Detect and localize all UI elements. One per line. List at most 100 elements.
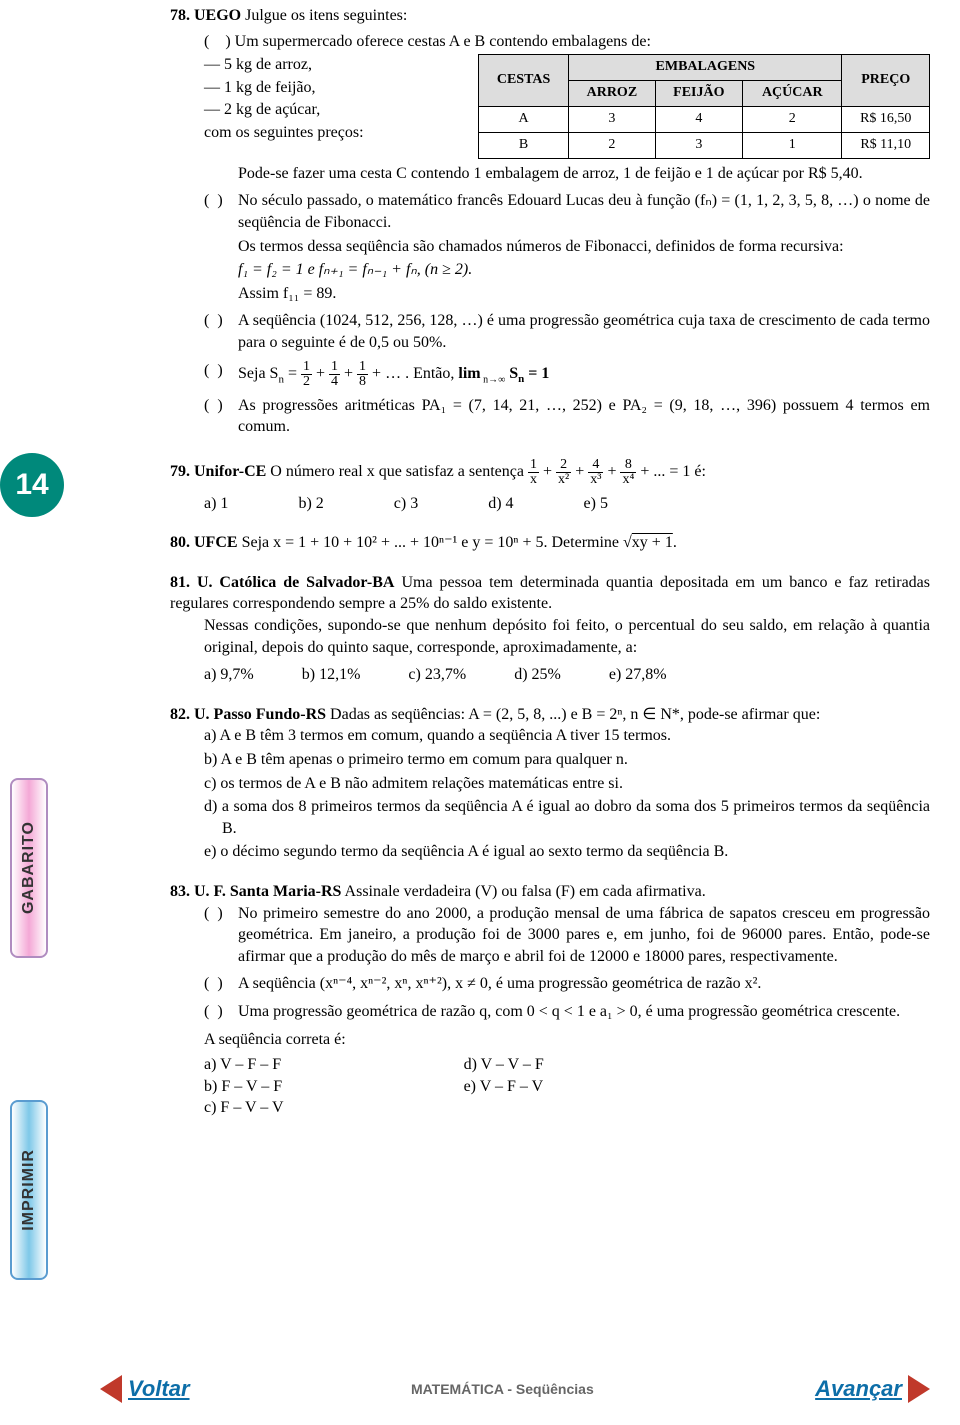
q78-left-0: — 5 kg de arroz, [204, 54, 464, 76]
q81-b: b) 12,1% [302, 664, 361, 686]
q79-options: a) 1 b) 2 c) 3 d) 4 e) 5 [204, 493, 930, 515]
q78-item3: ( ) A seqüência (1024, 512, 256, 128, …)… [204, 310, 930, 355]
voltar-label: Voltar [128, 1376, 190, 1402]
q81-options: a) 9,7% b) 12,1% c) 23,7% d) 25% e) 27,8… [204, 664, 930, 686]
footer-title: MATEMÁTICA - Seqüências [411, 1381, 594, 1397]
q78-table: CESTAS EMBALAGENS PREÇO ARROZ FEIJÃO AÇÚ… [478, 54, 930, 159]
q80: 80. UFCE Seja x = 1 + 10 + 10² + ... + 1… [170, 532, 930, 554]
td-Ba: 2 [569, 132, 655, 158]
q83-c1-2: c) F – V – V [204, 1097, 284, 1119]
q79-b: b) 2 [298, 493, 323, 515]
paren-icon: ( ) [204, 973, 238, 997]
td-Bac: 1 [743, 132, 842, 158]
q82-head: 82. U. Passo Fundo-RS Dadas as seqüência… [170, 704, 930, 726]
q78-after-text: Pode-se fazer uma cesta C contendo 1 emb… [238, 163, 930, 185]
q82-c: c) os termos de A e B não admitem relaçõ… [204, 773, 930, 795]
q78-intro: ( ) Um supermercado oferece cestas A e B… [204, 31, 930, 53]
page-number-badge: 14 [0, 453, 64, 517]
paren-icon: ( ) [204, 395, 238, 440]
arrow-right-icon [908, 1375, 930, 1403]
th-cestas: CESTAS [479, 55, 569, 107]
td-Af: 4 [655, 106, 742, 132]
q79-e: e) 5 [584, 493, 608, 515]
paren-icon: ( ) [204, 190, 238, 306]
q83: 83. U. F. Santa Maria-RS Assinale verdad… [170, 881, 930, 1119]
q83-i3: ( ) Uma progressão geométrica de razão q… [204, 1001, 930, 1025]
q78-i2c: f₁ = f₂ = 1 e fₙ₊₁ = fₙ₋₁ + fₙ, (n ≥ 2). [238, 259, 930, 281]
q78-i2d: Assim f₁₁ = 89. [238, 283, 930, 305]
q78-i3: A seqüência (1024, 512, 256, 128, …) é u… [238, 310, 930, 353]
imprimir-label: IMPRIMIR [20, 1149, 38, 1231]
q83-seq: A seqüência correta é: [204, 1029, 930, 1051]
q81-p2: Nessas condições, supondo-se que nenhum … [204, 615, 930, 658]
paren-icon: ( ) [204, 310, 238, 355]
th-feijao: FEIJÃO [655, 81, 742, 107]
q78-left-text: — 5 kg de arroz, — 1 kg de feijão, — 2 k… [204, 54, 464, 144]
q82-list: a) A e B têm 3 termos em comum, quando a… [170, 725, 930, 863]
td-Bc: B [479, 132, 569, 158]
td-Aa: 3 [569, 106, 655, 132]
q83-i2-text: A seqüência (xⁿ⁻⁴, xⁿ⁻², xⁿ, xⁿ⁺²), x ≠ … [238, 973, 930, 995]
imprimir-button[interactable]: IMPRIMIR [10, 1100, 48, 1280]
q82: 82. U. Passo Fundo-RS Dadas as seqüência… [170, 704, 930, 863]
avancar-link[interactable]: Avançar [815, 1375, 930, 1403]
gabarito-label: GABARITO [20, 821, 38, 914]
q80-text: 80. UFCE Seja x = 1 + 10 + 10² + ... + 1… [170, 532, 930, 554]
q78-i4: Seja Sn = 12 + 14 + 18 + … . Então, lim … [238, 360, 930, 389]
th-preco: PREÇO [842, 55, 930, 107]
q81: 81. U. Católica de Salvador-BA Uma pesso… [170, 572, 930, 686]
q78-i5: As progressões aritméticas PA₁ = (7, 14,… [238, 395, 930, 438]
q83-c2-1: e) V – F – V [464, 1076, 544, 1098]
paren-icon: ( ) [204, 1001, 238, 1025]
q83-col1: a) V – F – F b) F – V – F c) F – V – V [204, 1054, 284, 1119]
q78-left-3: com os seguintes preços: [204, 122, 464, 144]
q78-left-2: — 2 kg de açúcar, [204, 99, 464, 121]
q78-items: Pode-se fazer uma cesta C contendo 1 emb… [204, 163, 930, 440]
q78-after-table: Pode-se fazer uma cesta C contendo 1 emb… [204, 163, 930, 187]
th-arroz: ARROZ [569, 81, 655, 107]
q82-e: e) o décimo segundo termo da seqüência A… [204, 841, 930, 863]
q83-options: a) V – F – F b) F – V – F c) F – V – V d… [204, 1054, 930, 1119]
q83-col2: d) V – V – F e) V – F – V [464, 1054, 544, 1119]
q78-i2b: Os termos dessa seqüência são chamados n… [238, 236, 930, 258]
q83-i2: ( ) A seqüência (xⁿ⁻⁴, xⁿ⁻², xⁿ, xⁿ⁺²), … [204, 973, 930, 997]
q78-item5: ( ) As progressões aritméticas PA₁ = (7,… [204, 395, 930, 440]
q78-heading: 78. UEGO Julgue os itens seguintes: [170, 5, 930, 27]
paren-icon: ( ) [204, 360, 238, 391]
q83-c1-1: b) F – V – F [204, 1076, 284, 1098]
footer-nav: Voltar MATEMÁTICA - Seqüências Avançar [0, 1375, 960, 1403]
q81-d: d) 25% [514, 664, 561, 686]
q83-i1: ( ) No primeiro semestre do ano 2000, a … [204, 903, 930, 970]
q78-left-1: — 1 kg de feijão, [204, 77, 464, 99]
td-Ap: R$ 16,50 [842, 106, 930, 132]
gabarito-button[interactable]: GABARITO [10, 778, 48, 958]
q78-layout: — 5 kg de arroz, — 1 kg de feijão, — 2 k… [204, 54, 930, 159]
q83-items: ( ) No primeiro semestre do ano 2000, a … [204, 903, 930, 1119]
voltar-link[interactable]: Voltar [100, 1375, 190, 1403]
q81-p1: 81. U. Católica de Salvador-BA Uma pesso… [170, 572, 930, 615]
q79-a: a) 1 [204, 493, 228, 515]
q83-c1-0: a) V – F – F [204, 1054, 284, 1076]
th-embal: EMBALAGENS [569, 55, 842, 81]
q78-item4: ( ) Seja Sn = 12 + 14 + 18 + … . Então, … [204, 360, 930, 391]
q81-a: a) 9,7% [204, 664, 254, 686]
q82-a: a) A e B têm 3 termos em comum, quando a… [204, 725, 930, 747]
q83-head: 83. U. F. Santa Maria-RS Assinale verdad… [170, 881, 930, 903]
td-Bf: 3 [655, 132, 742, 158]
q83-i3-text: Uma progressão geométrica de razão q, co… [238, 1001, 930, 1023]
q82-b: b) A e B têm apenas o primeiro termo em … [204, 749, 930, 771]
q81-e: e) 27,8% [609, 664, 667, 686]
q81-c: c) 23,7% [408, 664, 466, 686]
avancar-label: Avançar [815, 1376, 902, 1402]
q83-i1-text: No primeiro semestre do ano 2000, a prod… [238, 903, 930, 968]
q78-item2: ( ) No século passado, o matemático fran… [204, 190, 930, 306]
q79: 79. Unifor-CE O número real x que satisf… [170, 458, 930, 515]
q79-c: c) 3 [394, 493, 418, 515]
arrow-left-icon [100, 1375, 122, 1403]
td-Bp: R$ 11,10 [842, 132, 930, 158]
td-Ac: A [479, 106, 569, 132]
q79-d: d) 4 [488, 493, 513, 515]
q82-d: d) a soma dos 8 primeiros termos da seqü… [204, 796, 930, 839]
th-acucar: AÇÚCAR [743, 81, 842, 107]
page-content: 14 78. UEGO Julgue os itens seguintes: (… [170, 5, 930, 1119]
